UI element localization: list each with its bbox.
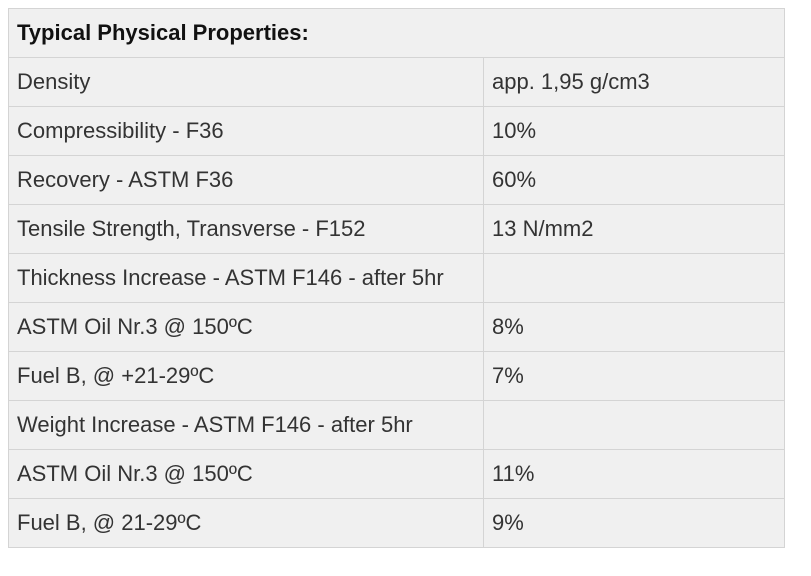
property-cell: Tensile Strength, Transverse - F152 <box>8 204 484 254</box>
value-cell <box>482 400 786 450</box>
value-cell: app. 1,95 g/cm3 <box>482 57 786 107</box>
property-cell: ASTM Oil Nr.3 @ 150ºC <box>8 302 484 352</box>
table-row: Fuel B, @ +21-29ºC 7% <box>8 351 786 401</box>
property-cell: Compressibility - F36 <box>8 106 484 156</box>
value-cell: 11% <box>482 449 786 499</box>
value-cell: 7% <box>482 351 786 401</box>
table-row: Tensile Strength, Transverse - F152 13 N… <box>8 204 786 254</box>
property-cell: Weight Increase - ASTM F146 - after 5hr <box>8 400 484 450</box>
value-cell: 13 N/mm2 <box>482 204 786 254</box>
table-row: Thickness Increase - ASTM F146 - after 5… <box>8 253 786 303</box>
property-cell: Fuel B, @ +21-29ºC <box>8 351 484 401</box>
value-cell: 10% <box>482 106 786 156</box>
physical-properties-table: Typical Physical Properties: Density app… <box>7 8 786 548</box>
table-title: Typical Physical Properties: <box>7 8 786 58</box>
table-row: Weight Increase - ASTM F146 - after 5hr <box>8 400 786 450</box>
property-cell: Density <box>8 57 484 107</box>
property-cell: ASTM Oil Nr.3 @ 150ºC <box>8 449 484 499</box>
value-cell: 60% <box>482 155 786 205</box>
value-cell <box>482 253 786 303</box>
table-row: Recovery - ASTM F36 60% <box>8 155 786 205</box>
table-row: ASTM Oil Nr.3 @ 150ºC 8% <box>8 302 786 352</box>
table-row: Fuel B, @ 21-29ºC 9% <box>8 498 786 548</box>
table-row: Density app. 1,95 g/cm3 <box>8 57 786 107</box>
table-header-row: Typical Physical Properties: <box>7 8 786 58</box>
property-cell: Fuel B, @ 21-29ºC <box>8 498 484 548</box>
table-row: ASTM Oil Nr.3 @ 150ºC 11% <box>8 449 786 499</box>
property-cell: Recovery - ASTM F36 <box>8 155 484 205</box>
value-cell: 9% <box>482 498 786 548</box>
value-cell: 8% <box>482 302 786 352</box>
property-cell: Thickness Increase - ASTM F146 - after 5… <box>8 253 484 303</box>
table-row: Compressibility - F36 10% <box>8 106 786 156</box>
